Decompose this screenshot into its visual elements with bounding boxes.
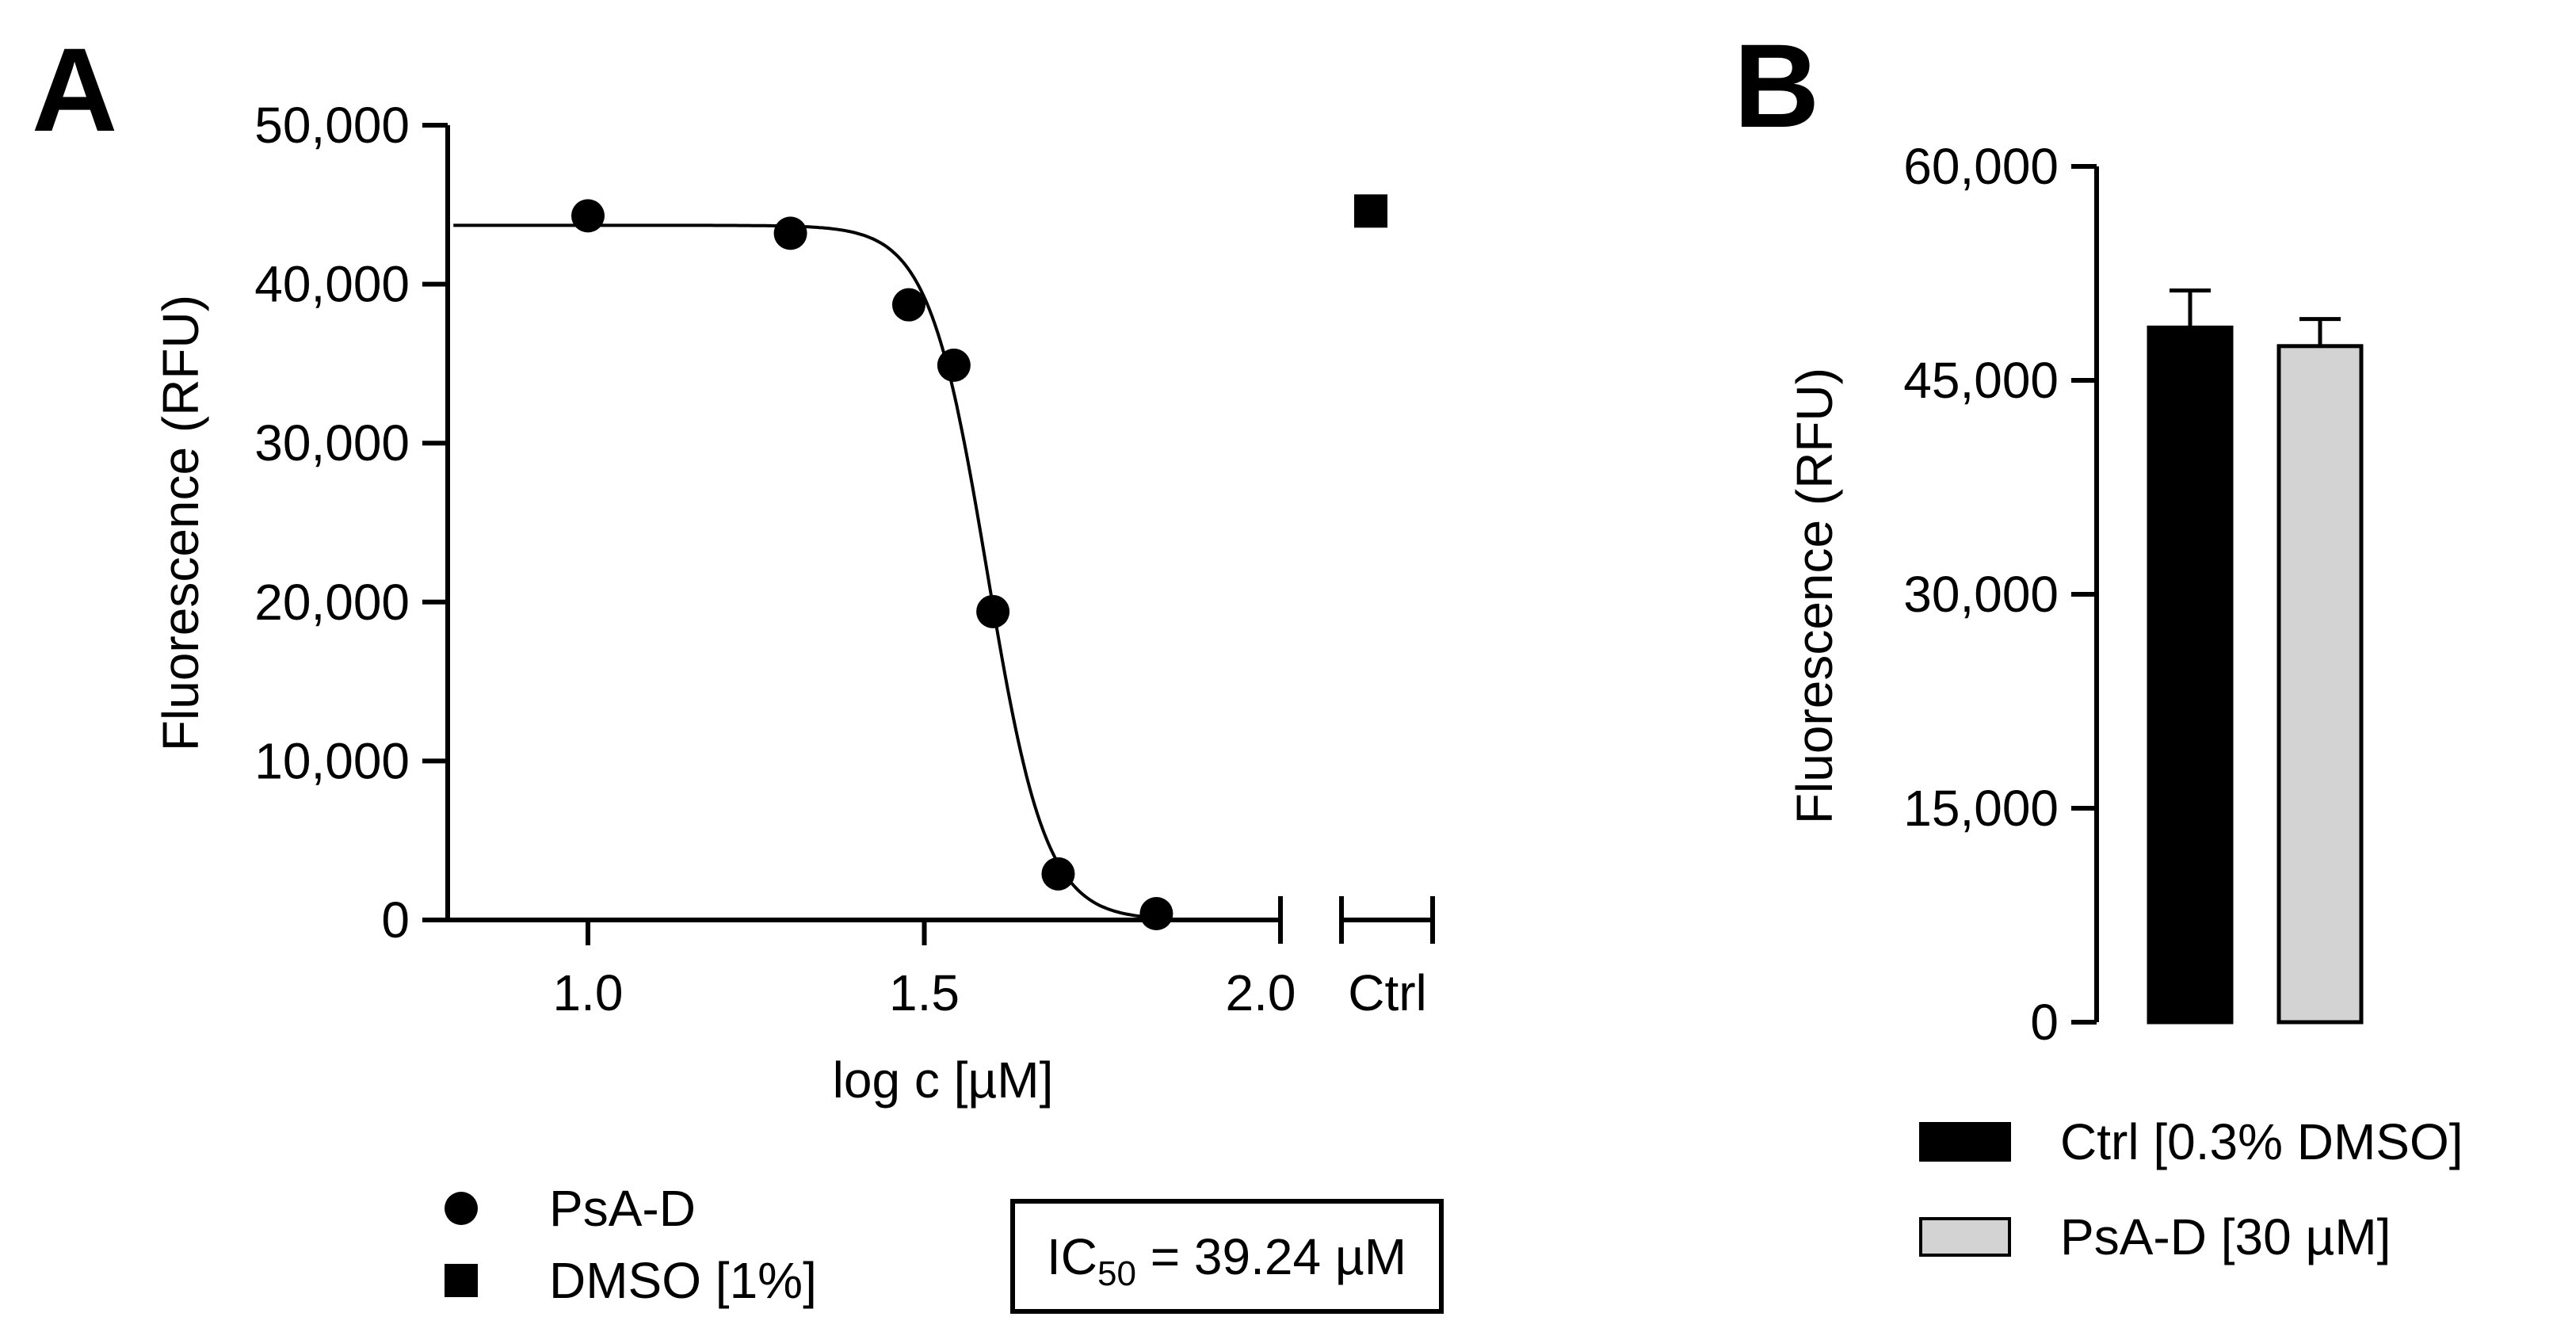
ic50-prefix: IC	[1047, 1228, 1097, 1285]
panel-b-legend: Ctrl [0.3% DMSO] PsA-D [30 µM]	[1919, 1113, 2463, 1265]
panel-b-y-tick-label: 30,000	[1903, 566, 2059, 623]
panel-b-y-ticks: 0 15,000 30,000 45,000 60,000	[1903, 138, 2097, 1051]
panel-b: B 0 15,000 30,000 45,000 60,000 Fluorescence…	[1734, 19, 2463, 1265]
panel-a-y-tick-label: 10,000	[254, 732, 410, 789]
ic50-box	[1010, 1199, 1444, 1314]
legend-dmso-label: DMSO [1%]	[549, 1252, 817, 1309]
dmso-data-point	[1354, 194, 1387, 228]
panel-b-y-tick-label: 0	[2030, 994, 2059, 1051]
ic50-value: = 39.24 µM	[1136, 1228, 1406, 1285]
psad-data-point	[1139, 896, 1174, 930]
panel-a-x-tick-label: 1.5	[889, 964, 960, 1021]
panel-b-letter: B	[1734, 19, 1819, 152]
panel-b-y-axis-label: Fluorescence (RFU)	[1786, 368, 1843, 824]
panel-b-y-tick-label: 15,000	[1903, 780, 2059, 837]
ic50-subscript: 50	[1097, 1254, 1136, 1293]
legend-psad-swatch	[1919, 1217, 2011, 1257]
panel-a-ctrl-axis	[1339, 896, 1435, 944]
panel-b-bars	[2147, 288, 2364, 1025]
ic50-annotation: IC50 = 39.24 µM	[1010, 1199, 1444, 1314]
legend-psad30-label: PsA-D [30 µM]	[2060, 1208, 2391, 1265]
psad-data-point	[773, 216, 807, 250]
panel-b-y-tick-label: 60,000	[1903, 138, 2059, 195]
legend-psad-marker	[445, 1192, 478, 1225]
panel-a-legend: PsA-D DMSO [1%]	[445, 1180, 817, 1309]
panel-a-y-tick-label: 20,000	[254, 574, 410, 631]
psad-data-point	[571, 199, 605, 233]
legend-dmso-marker	[445, 1264, 478, 1297]
psad-data-point	[937, 348, 971, 382]
psad-data-point	[891, 288, 925, 322]
panel-a-y-axis-label: Fluorescence (RFU)	[152, 295, 209, 751]
legend-ctrl-label: Ctrl [0.3% DMSO]	[2060, 1113, 2463, 1170]
legend-psad-label: PsA-D	[549, 1180, 696, 1237]
panel-a-x-tick-label: 2.0	[1226, 964, 1296, 1021]
panel-a: A 0 10,000 20,000 30,000 40,000 50,000 1.0 1.5…	[32, 23, 1444, 1314]
svg-text:IC50 = 39.24 µM: IC50 = 39.24 µM	[1047, 1228, 1406, 1293]
panel-a-y-ticks: 0 10,000 20,000 30,000 40,000 50,000	[254, 97, 448, 948]
psad-data-point	[1041, 857, 1075, 891]
panel-a-x-tick-label: 1.0	[553, 964, 624, 1021]
panel-a-y-tick-label: 30,000	[254, 414, 410, 471]
psad-data-point	[976, 594, 1010, 628]
panel-a-x-ticks: 1.0 1.5 2.0	[553, 920, 1296, 1021]
panel-a-y-tick-label: 0	[381, 891, 410, 948]
legend-ctrl-swatch	[1919, 1122, 2011, 1162]
panel-a-ctrl-tick-label: Ctrl	[1348, 964, 1427, 1021]
panel-a-data-points	[571, 194, 1387, 930]
bar-psad	[2276, 344, 2364, 1025]
panel-a-fit-curve	[453, 223, 1164, 920]
panel-a-x-axis-label: log c [µM]	[833, 1051, 1054, 1109]
panel-a-letter: A	[32, 23, 117, 156]
bar-ctrl	[2147, 325, 2234, 1025]
panel-a-y-tick-label: 50,000	[254, 97, 410, 154]
panel-a-y-tick-label: 40,000	[254, 256, 410, 313]
panel-b-y-tick-label: 45,000	[1903, 352, 2059, 409]
